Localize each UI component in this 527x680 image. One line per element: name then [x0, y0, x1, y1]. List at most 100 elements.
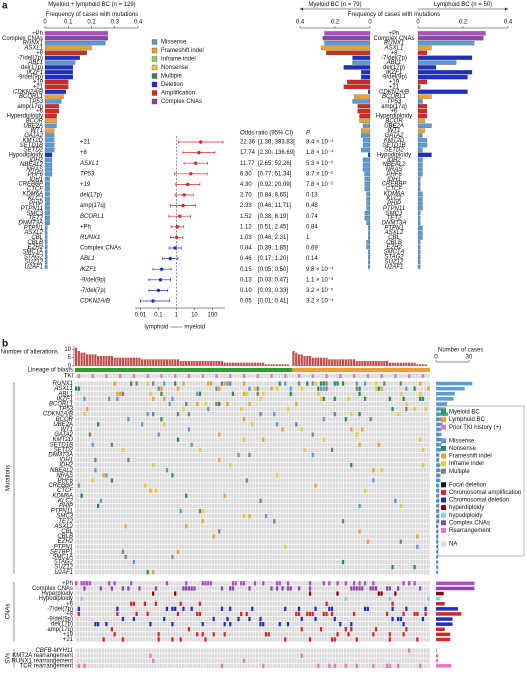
row-background [75, 601, 430, 606]
cell [418, 391, 422, 396]
cell [251, 422, 254, 427]
cell [193, 586, 196, 591]
row-label: +8 [36, 50, 44, 56]
row-background [75, 514, 430, 519]
cell [328, 663, 331, 668]
alteration-bar [418, 364, 422, 366]
cell [119, 374, 122, 378]
forest-label: IKZF1 [80, 267, 96, 273]
case-count-bar [436, 659, 439, 663]
cell [91, 442, 94, 447]
bar [44, 118, 57, 124]
row-label: CTCF [386, 186, 402, 192]
cell [413, 386, 416, 391]
alteration-bar [149, 359, 152, 366]
row-label: Hypodiploidy [9, 152, 43, 158]
cell [350, 463, 353, 468]
cell [413, 565, 416, 570]
cell [314, 606, 317, 611]
row-label: CREBBP [48, 483, 73, 489]
row-label: Hyperdiploidy [376, 114, 412, 120]
cell [152, 396, 155, 401]
bar [361, 147, 371, 153]
bar [44, 162, 53, 167]
alteration-bar [223, 362, 226, 366]
alteration-bar [278, 364, 281, 366]
cell [424, 606, 427, 611]
bar [364, 186, 371, 192]
bar [347, 79, 371, 85]
cell [154, 488, 158, 493]
cell [366, 606, 369, 611]
x-tick-label: 0.01 [135, 313, 147, 319]
cell [402, 396, 405, 401]
bar [368, 225, 371, 230]
cell [385, 663, 389, 668]
cell [80, 493, 83, 498]
cell [113, 381, 116, 386]
cell [201, 632, 204, 637]
row-background [75, 442, 430, 447]
cell [308, 581, 312, 586]
cell [385, 586, 389, 591]
cell [259, 396, 262, 401]
cell [182, 586, 185, 591]
cell [380, 468, 383, 473]
alteration-bar [339, 359, 342, 366]
case-count-bar [436, 539, 439, 544]
cell [201, 374, 204, 378]
row-label: amp(17q) [47, 627, 73, 633]
p-value: 8.4 × 10⁻⁴ [306, 139, 334, 146]
cell [297, 381, 301, 386]
alteration-bar [416, 364, 419, 366]
cell [171, 396, 174, 401]
alteration-bar [86, 354, 89, 366]
row-label: ASXL2 [23, 230, 43, 236]
p-value: 1.1 × 10⁻³ [306, 277, 333, 283]
odds-ratio-point [151, 299, 155, 303]
alteration-bar [240, 362, 243, 366]
cell [143, 601, 146, 606]
row-label: BCORL1 [19, 94, 43, 100]
alteration-bar [132, 357, 135, 366]
cell [185, 401, 188, 407]
bar [44, 36, 108, 41]
bar [417, 123, 432, 128]
odds-ratio-point [193, 161, 198, 165]
cell [220, 586, 224, 591]
cell [226, 616, 229, 622]
odds-ratio: 0.46 [240, 256, 252, 262]
bar [44, 128, 55, 133]
cell [152, 381, 155, 386]
cell [314, 483, 317, 488]
cell [248, 514, 251, 519]
bar [366, 201, 371, 206]
cell [405, 401, 408, 407]
bar [44, 143, 55, 148]
cell [207, 406, 210, 412]
cell [242, 658, 246, 663]
row-label: ABL1 [57, 391, 73, 397]
odds-ratio: 0.13 [240, 277, 252, 283]
alteration-bar [176, 359, 180, 366]
cell [341, 381, 345, 386]
cell [284, 606, 287, 611]
p-value: 3.2 × 10⁻⁴ [306, 298, 334, 305]
case-count-bar [436, 555, 439, 559]
x-tick-label: 1 [175, 313, 179, 319]
cell [157, 386, 160, 391]
row-label: RUNX1 rearrangement [12, 658, 74, 664]
cell [355, 381, 358, 386]
row-label: PTPN11 [383, 206, 405, 212]
cell [418, 663, 422, 668]
cell [284, 544, 287, 549]
bar [44, 181, 50, 187]
bar [417, 143, 428, 148]
cell [300, 627, 303, 632]
cell [322, 381, 325, 386]
cell [160, 386, 163, 391]
cell [237, 616, 240, 622]
row-background [75, 452, 430, 458]
cell [262, 391, 265, 396]
alteration-bar [138, 357, 141, 366]
